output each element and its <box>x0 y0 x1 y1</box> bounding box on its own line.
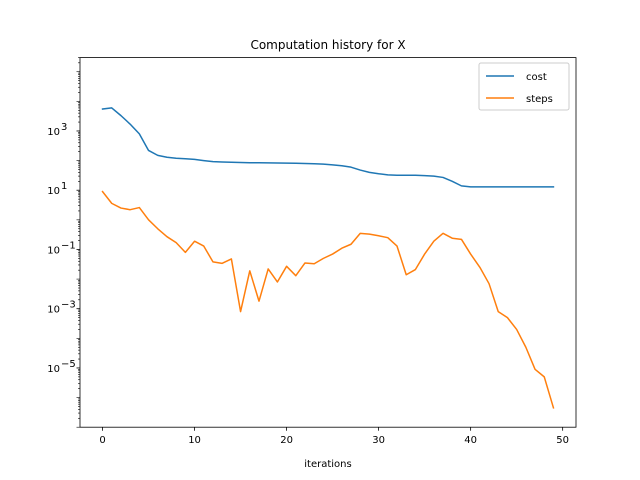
y-tick-label: 10 <box>47 305 60 316</box>
legend-label-steps: steps <box>526 94 553 105</box>
x-tick-label: 40 <box>464 435 477 446</box>
series-layer <box>101 107 555 409</box>
x-tick-label: 50 <box>556 435 569 446</box>
x-axis-ticks: 0 10 20 30 40 50 <box>99 427 569 446</box>
x-tick-label: 10 <box>188 435 201 446</box>
y-tick-label-exponent: −1 <box>61 240 76 251</box>
x-axis-label: iterations <box>304 459 351 470</box>
series-line-steps <box>101 190 555 409</box>
chart-title: Computation history for X <box>250 38 405 52</box>
y-tick-label: 10 <box>47 186 60 197</box>
series-line-cost <box>101 107 555 188</box>
y-tick-label: 10 <box>47 245 60 256</box>
x-tick-label: 30 <box>372 435 385 446</box>
x-tick-label: 0 <box>99 435 105 446</box>
y-tick-label: 10 <box>47 127 60 138</box>
legend: cost steps <box>478 62 570 111</box>
y-tick-label-exponent: −5 <box>61 359 76 370</box>
y-tick-label-exponent: 1 <box>61 181 67 192</box>
legend-box <box>478 62 570 111</box>
legend-label-cost: cost <box>526 72 547 83</box>
x-tick-label: 20 <box>280 435 293 446</box>
y-tick-label-exponent: −3 <box>61 300 76 311</box>
y-tick-label-exponent: 3 <box>61 122 67 133</box>
plot-area-frame <box>79 57 577 428</box>
y-tick-label: 10 <box>47 364 60 375</box>
